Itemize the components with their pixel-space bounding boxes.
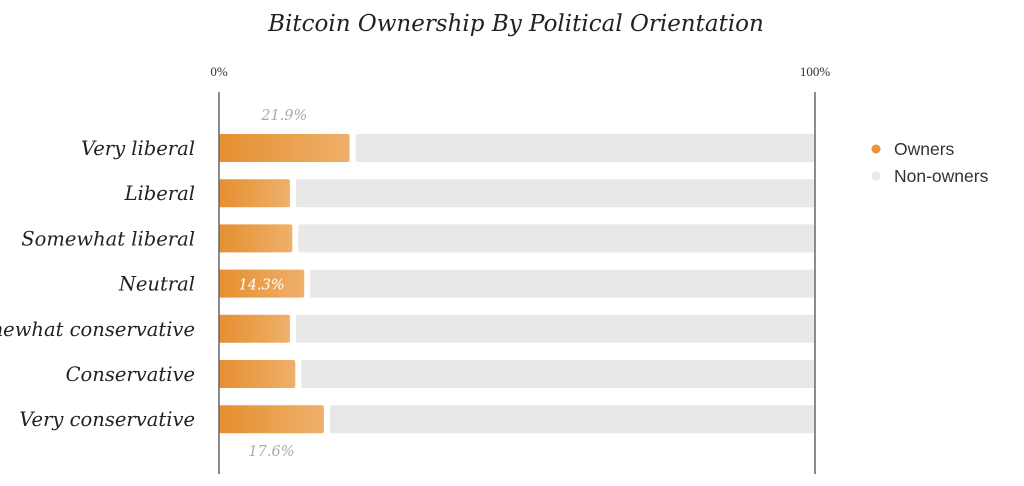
data-label: 17.6% bbox=[248, 444, 294, 460]
bar-non-owners bbox=[298, 224, 816, 253]
x-axis-ticks: 0% 100% bbox=[210, 64, 830, 79]
bar-owners bbox=[219, 314, 290, 343]
bar-non-owners bbox=[355, 134, 815, 162]
bar-non-owners bbox=[295, 314, 815, 343]
category-label: Neutral bbox=[118, 273, 195, 296]
x-tick-label: 100% bbox=[800, 64, 831, 79]
bar-non-owners bbox=[301, 360, 816, 388]
chart-title: Bitcoin Ownership By Political Orientati… bbox=[267, 11, 764, 37]
category-label: Somewhat conservative bbox=[0, 318, 195, 341]
bar-owners bbox=[219, 269, 305, 298]
bar-owners bbox=[219, 360, 296, 388]
bar-non-owners bbox=[329, 405, 815, 434]
category-label: Liberal bbox=[124, 182, 195, 205]
legend: Owners Non-owners bbox=[871, 139, 989, 186]
legend-label: Owners bbox=[894, 139, 955, 159]
category-label: Somewhat liberal bbox=[21, 227, 195, 250]
bar-non-owners bbox=[310, 269, 815, 298]
legend-marker bbox=[871, 144, 881, 154]
data-labels: 21.9% 14.3% 17.6% bbox=[239, 108, 308, 460]
x-tick-label: 0% bbox=[210, 64, 228, 79]
bar-non-owners bbox=[295, 179, 815, 208]
category-label: Very liberal bbox=[81, 137, 195, 160]
bar-owners bbox=[219, 405, 324, 434]
axes bbox=[218, 92, 816, 474]
bar-owners bbox=[219, 224, 293, 253]
bar-owners bbox=[219, 179, 290, 208]
category-label: Conservative bbox=[66, 363, 195, 386]
category-labels: Very liberal Liberal Somewhat liberal Neutr… bbox=[0, 137, 195, 431]
legend-marker bbox=[871, 171, 881, 181]
legend-label: Non-owners bbox=[894, 166, 989, 186]
bar-owners bbox=[219, 134, 350, 162]
category-label: Very conservative bbox=[19, 408, 195, 431]
data-label: 14.3% bbox=[239, 278, 285, 294]
bars bbox=[219, 134, 816, 434]
data-label: 21.9% bbox=[260, 108, 307, 124]
